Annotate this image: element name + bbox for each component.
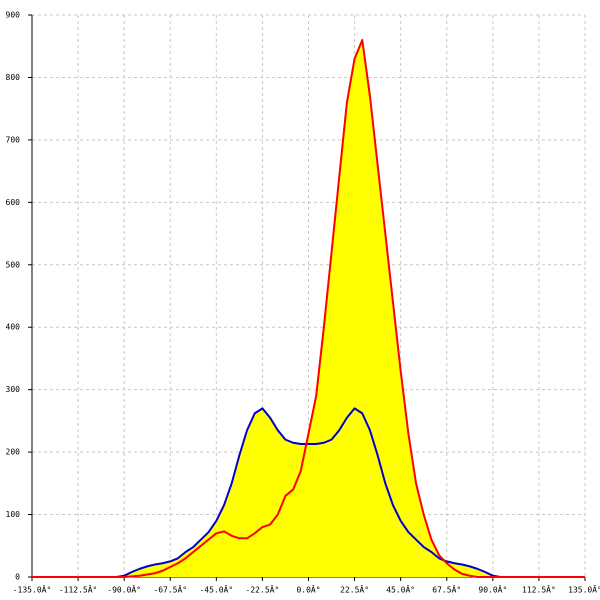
x-tick-label: -90.0Â° <box>107 584 141 595</box>
x-tick-label: -112.5Â° <box>59 584 98 595</box>
x-tick-label: 135.0Â° <box>568 584 600 595</box>
y-tick-label: 900 <box>6 11 21 20</box>
x-tick-label: 67.5Â° <box>432 584 461 595</box>
area-fill <box>32 408 585 577</box>
y-tick-label: 800 <box>6 73 21 82</box>
x-tick-label: -67.5Â° <box>153 584 187 595</box>
x-tick-label: 45.0Â° <box>386 584 415 595</box>
series-line <box>32 407 585 578</box>
y-tick-label: 100 <box>6 510 21 519</box>
y-tick-label: 0 <box>15 573 20 582</box>
x-tick-label: 90.0Â° <box>478 584 507 595</box>
y-tick-label: 300 <box>6 385 21 394</box>
x-tick-label: 22.5Â° <box>340 584 369 595</box>
y-tick-label: 700 <box>6 135 21 144</box>
y-tick-label: 400 <box>6 323 21 332</box>
x-tick-label: 0.0Â° <box>296 584 320 595</box>
y-tick-label: 500 <box>6 260 21 269</box>
x-tick-label: 112.5Â° <box>522 584 556 595</box>
x-tick-label: -45.0Â° <box>199 584 233 595</box>
x-tick-label: -135.0Â° <box>13 584 52 595</box>
y-tick-label: 200 <box>6 448 21 457</box>
series-line <box>32 38 585 578</box>
x-tick-label: -22.5Â° <box>246 584 280 595</box>
y-tick-label: 600 <box>6 198 21 207</box>
